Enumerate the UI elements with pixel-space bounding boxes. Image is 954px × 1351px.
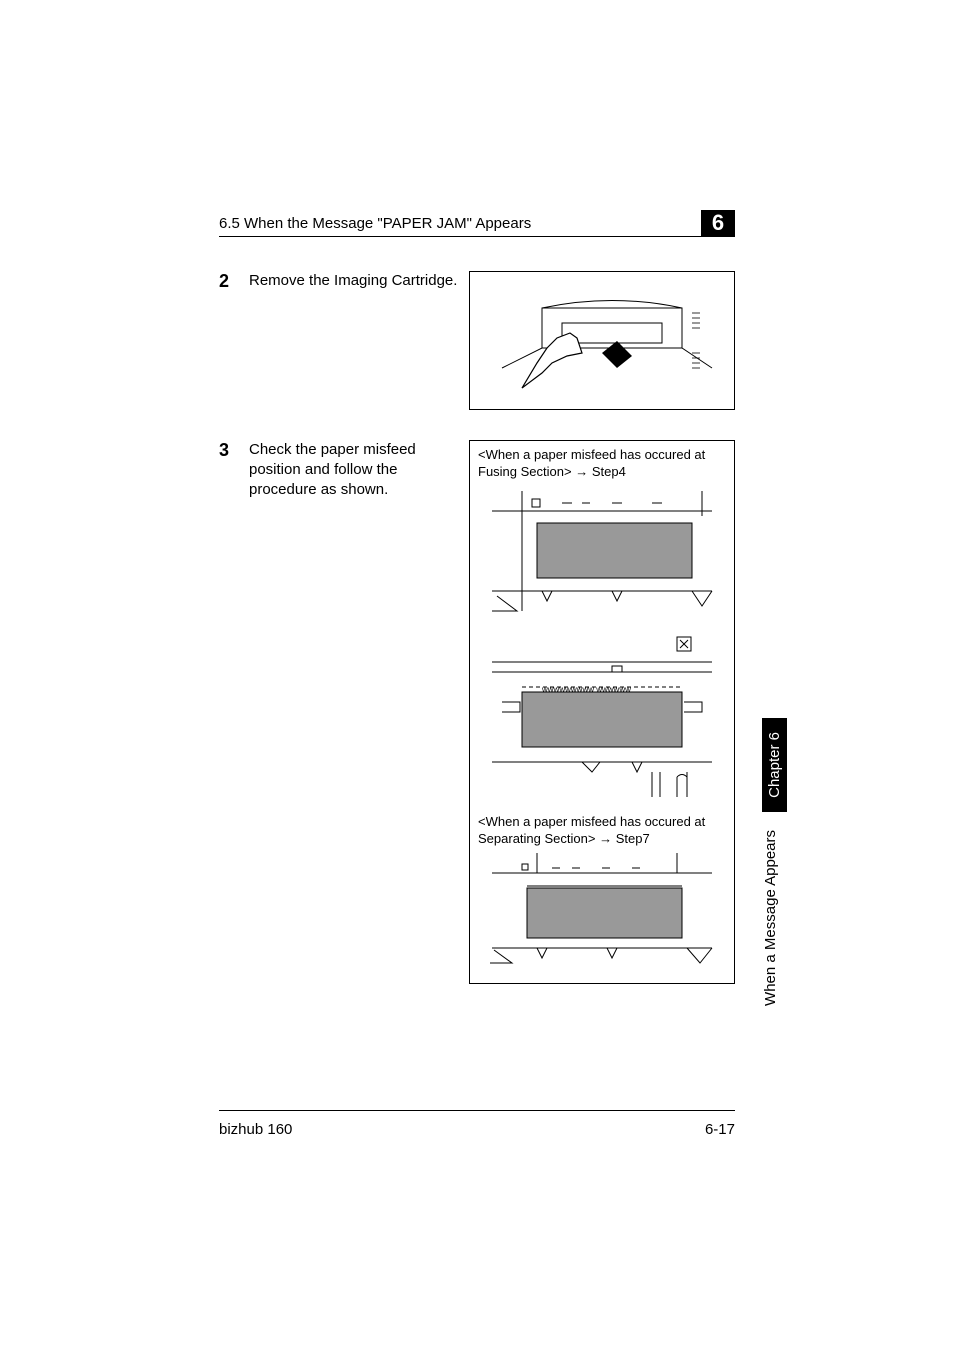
side-tab: Chapter 6: [762, 718, 790, 812]
side-tab-label: When a Message Appears: [762, 830, 790, 1016]
step-3: 3 Check the paper misfeed position and f…: [219, 440, 735, 984]
page-header: 6.5 When the Message "PAPER JAM" Appears…: [219, 210, 735, 237]
side-chapter-label: Chapter 6: [762, 718, 787, 812]
step-number: 2: [219, 271, 249, 292]
footer-page-number: 6-17: [705, 1121, 735, 1138]
arrow-icon: →: [599, 831, 612, 846]
caption-step: Step7: [616, 831, 650, 846]
step-2: 2 Remove the Imaging Cartridge.: [219, 271, 735, 410]
side-section-label: When a Message Appears: [762, 830, 779, 1016]
page-content: 6.5 When the Message "PAPER JAM" Appears…: [219, 210, 735, 984]
step-text: Check the paper misfeed position and fol…: [249, 440, 469, 501]
page-footer: bizhub 160 6-17: [219, 1110, 735, 1138]
section-title: 6.5 When the Message "PAPER JAM" Appears: [219, 215, 531, 232]
caption-text: <When a paper misfeed has occured at Sep…: [478, 814, 705, 846]
figure-box-step3: <When a paper misfeed has occured at Fus…: [469, 440, 735, 984]
footer-product: bizhub 160: [219, 1121, 292, 1138]
caption-step: Step4: [592, 464, 626, 479]
step-number: 3: [219, 440, 249, 461]
printer-cartridge-diagram: [476, 278, 728, 398]
fusing-section-diagram-1: [478, 481, 726, 621]
chapter-number-badge: 6: [701, 210, 735, 236]
separating-section-diagram: [478, 848, 726, 968]
fusing-section-diagram-2: wwwwwwwww wwwwww: [478, 632, 726, 802]
figure-box-step2: [469, 271, 735, 410]
caption-fusing: <When a paper misfeed has occured at Fus…: [478, 447, 726, 481]
caption-separating: <When a paper misfeed has occured at Sep…: [478, 814, 726, 848]
step-text: Remove the Imaging Cartridge.: [249, 271, 469, 291]
arrow-icon: →: [575, 464, 588, 479]
